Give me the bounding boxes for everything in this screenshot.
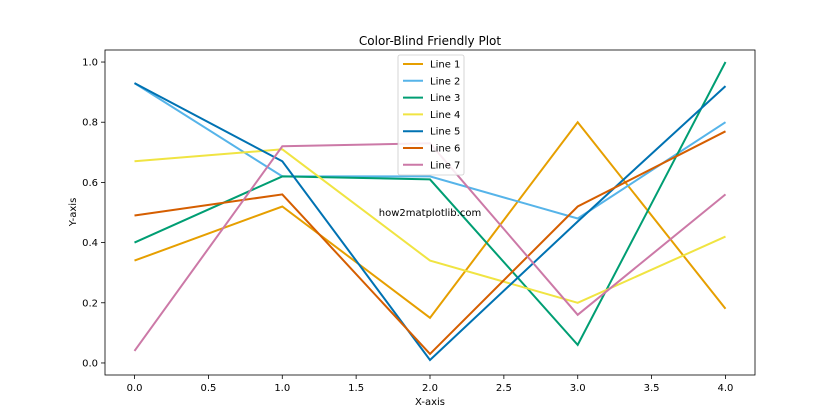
legend-box <box>397 54 465 176</box>
legend: Line 1 Line 2 Line 3 Line 4 Line 5 Line 6 Line… <box>397 54 465 176</box>
legend-label-6: Line 6 <box>430 144 460 155</box>
y-tick-label: 0.0 <box>82 358 98 369</box>
x-axis: 0.0 0.5 1.0 1.5 2.0 2.5 3.0 3.5 4.0 <box>127 375 734 394</box>
series-line-4 <box>134 148 726 304</box>
x-tick-label: 0.0 <box>127 383 143 394</box>
x-tick-label: 1.0 <box>274 383 290 394</box>
chart-title: Color-Blind Friendly Plot <box>359 34 501 48</box>
y-tick-label: 1.0 <box>82 58 98 69</box>
x-axis-label: X-axis <box>415 397 445 408</box>
series-line-3 <box>134 61 727 347</box>
y-tick-label: 0.8 <box>82 118 98 129</box>
legend-label-5: Line 5 <box>430 127 460 138</box>
y-tick-label: 0.4 <box>82 238 98 249</box>
x-tick-label: 2.5 <box>496 383 512 394</box>
watermark-annotation: how2matplotlib.com <box>379 208 481 219</box>
legend-label-4: Line 4 <box>430 110 460 121</box>
series-line-5 <box>134 82 727 362</box>
legend-label-3: Line 3 <box>430 93 460 104</box>
legend-label-1: Line 1 <box>430 60 460 71</box>
y-tick-label: 0.2 <box>82 298 98 309</box>
x-tick-label: 3.5 <box>644 383 660 394</box>
x-tick-label: 0.5 <box>200 383 216 394</box>
x-tick-label: 2.0 <box>422 383 438 394</box>
legend-label-2: Line 2 <box>430 76 460 87</box>
y-axis: 0.0 0.2 0.4 0.6 0.8 1.0 <box>82 58 105 369</box>
y-axis-label: Y-axis <box>68 198 79 228</box>
series-line-2 <box>133 82 727 220</box>
x-tick-label: 1.5 <box>348 383 364 394</box>
x-tick-label: 3.0 <box>570 383 586 394</box>
series-lines <box>133 61 727 362</box>
series-line-6 <box>134 130 726 356</box>
y-tick-label: 0.6 <box>82 178 98 189</box>
legend-label-7: Line 7 <box>430 160 460 171</box>
x-tick-label: 4.0 <box>718 383 734 394</box>
series-line-1 <box>134 120 727 320</box>
